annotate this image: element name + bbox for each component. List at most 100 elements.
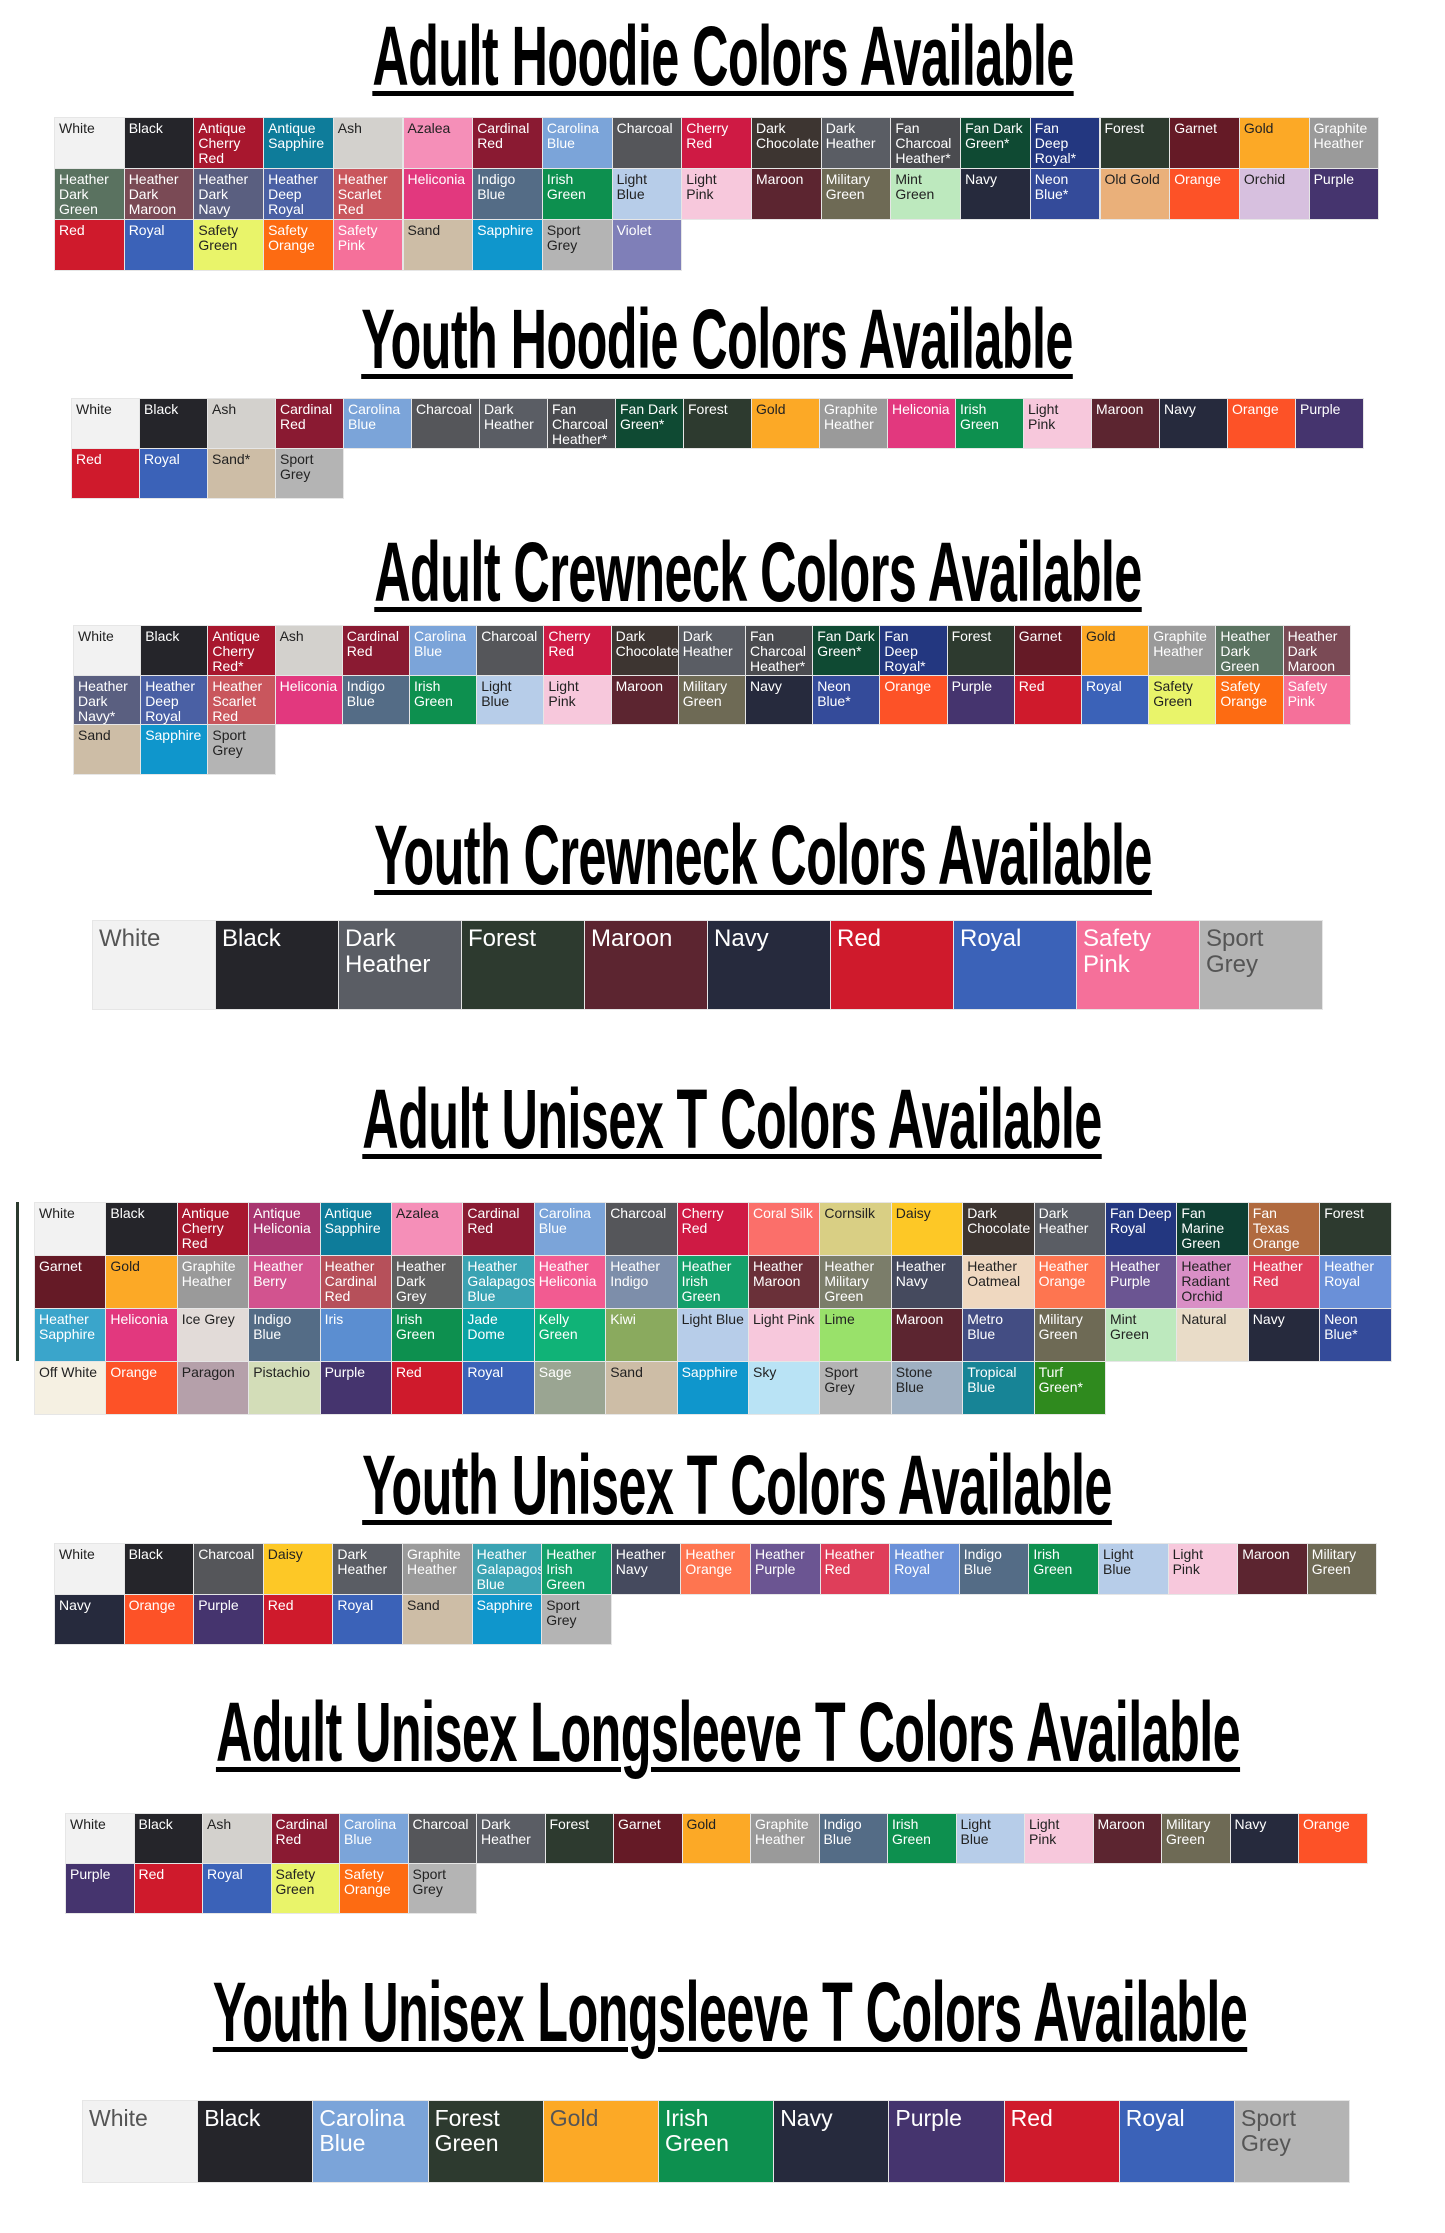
color-swatch: Navy: [1229, 1813, 1299, 1864]
color-swatch: Red: [262, 1593, 334, 1645]
color-swatch: Garnet: [613, 1813, 683, 1864]
color-swatch: Red: [71, 448, 140, 499]
color-swatch: Natural: [1176, 1308, 1249, 1362]
color-swatch: Sport Grey: [819, 1361, 892, 1415]
color-swatch: Antique Cherry Red: [193, 117, 265, 169]
color-swatch: Neon Blue*: [1319, 1308, 1392, 1362]
color-swatch: Fan Dark Green*: [812, 625, 881, 676]
color-swatch: Safety Orange: [339, 1863, 409, 1914]
color-swatch: White: [73, 625, 142, 676]
color-swatch: Heather Indigo: [605, 1255, 678, 1309]
color-swatch: Maroon: [890, 1308, 964, 1362]
color-swatch: Heather Dark Maroon: [123, 168, 195, 220]
divider: [16, 1202, 19, 1361]
color-swatch: Heather Purple: [750, 1543, 821, 1595]
color-swatch: Black: [133, 1813, 203, 1864]
color-swatch: Forest: [461, 920, 585, 1010]
color-swatch: Sport Grey: [407, 1863, 477, 1914]
color-swatch: Old Gold: [1099, 168, 1171, 220]
color-swatch: Royal: [139, 448, 208, 499]
color-swatch: Purple: [1295, 398, 1364, 449]
color-swatch: Garnet: [1169, 117, 1240, 169]
color-swatch: Heather Red: [819, 1543, 891, 1595]
color-swatch: Dark Heather: [1033, 1202, 1106, 1256]
color-swatch: Sage: [533, 1361, 607, 1415]
color-swatch: Heather Berry: [248, 1255, 321, 1309]
color-swatch: Sport Grey: [207, 724, 276, 775]
color-swatch: Sand: [402, 1593, 473, 1645]
color-swatch: Gold: [542, 2100, 659, 2183]
color-swatch: Cherry Red: [681, 117, 752, 169]
color-swatch: Forest: [1319, 1202, 1392, 1256]
color-swatch: Purple: [946, 674, 1015, 725]
color-swatch: Heather Sapphire: [34, 1308, 107, 1362]
color-swatch: Navy: [707, 920, 831, 1010]
color-swatch: Heather Purple: [1105, 1255, 1178, 1309]
color-swatch: Sand: [73, 724, 142, 775]
color-swatch: Gold: [681, 1813, 751, 1864]
color-swatch: Sport Grey: [541, 1593, 612, 1645]
color-swatch: Cardinal Red: [462, 1202, 535, 1256]
color-swatch: Royal: [1118, 2100, 1235, 2183]
color-swatch: Dark Heather: [476, 1813, 546, 1864]
color-swatch: Sapphire: [471, 1593, 543, 1645]
color-swatch: Kelly Green: [533, 1308, 607, 1362]
color-swatch: Heliconia: [887, 398, 956, 449]
color-swatch: Orange: [1227, 398, 1296, 449]
section-title: Youth Unisex T Colors Available: [362, 1438, 1112, 1532]
color-swatch: Heather Red: [1247, 1255, 1321, 1309]
color-swatch: Heather Galapagos Blue: [462, 1255, 535, 1309]
color-swatch: Heather Dark Navy*: [73, 674, 142, 725]
color-swatch: Light Blue: [476, 674, 545, 725]
color-swatch: Stone Blue: [890, 1361, 964, 1415]
color-swatch: Graphite Heather: [819, 398, 888, 449]
color-swatch: Royal: [462, 1361, 535, 1415]
color-swatch: Indigo Blue: [341, 674, 410, 725]
color-swatch: Heather Military Green: [819, 1255, 892, 1309]
color-swatch: Heather Orange: [1033, 1255, 1106, 1309]
color-swatch: Cherry Red: [543, 625, 612, 676]
color-swatch: Antique Sapphire: [319, 1202, 392, 1256]
color-swatch: Heather Dark Green: [54, 168, 125, 220]
color-swatch: Sky: [748, 1361, 821, 1415]
color-swatch: Maroon: [751, 168, 822, 220]
color-swatch: Maroon: [610, 674, 679, 725]
color-swatch: Navy: [773, 2100, 890, 2183]
color-swatch: Fan Marine Green: [1176, 1202, 1249, 1256]
color-swatch: Ash: [202, 1813, 272, 1864]
color-swatch: Heliconia: [402, 168, 474, 220]
color-swatch: Sapphire: [676, 1361, 749, 1415]
color-swatch: Maroon: [584, 920, 708, 1010]
color-swatch: Pistachio: [248, 1361, 321, 1415]
color-swatch: Light Pink: [681, 168, 752, 220]
color-swatch: White: [54, 1543, 125, 1595]
color-swatch: Heather Cardinal Red: [319, 1255, 392, 1309]
color-swatch: White: [82, 2100, 199, 2183]
color-swatch: Sapphire: [472, 219, 543, 271]
color-swatch: Ash: [207, 398, 276, 449]
color-swatch: Fan Charcoal Heather*: [547, 398, 616, 449]
color-swatch: Off White: [34, 1361, 107, 1415]
color-swatch: Dark Chocolate: [610, 625, 679, 676]
color-swatch: Purple: [1308, 168, 1380, 220]
color-swatch: Metro Blue: [962, 1308, 1035, 1362]
color-swatch: Irish Green: [409, 674, 478, 725]
color-swatch: Carolina Blue: [312, 2100, 429, 2183]
color-swatch: Black: [197, 2100, 314, 2183]
color-swatch: Dark Heather: [338, 920, 462, 1010]
color-swatch: Royal: [953, 920, 1077, 1010]
color-swatch: Black: [140, 625, 209, 676]
color-swatch: Red: [133, 1863, 203, 1914]
section-title: Youth Hoodie Colors Available: [361, 292, 1073, 386]
color-swatch: Forest Green: [427, 2100, 544, 2183]
color-swatch: Carolina Blue: [541, 117, 613, 169]
color-swatch: Safety Pink: [332, 219, 404, 271]
color-swatch: Daisy: [890, 1202, 964, 1256]
color-swatch: Carolina Blue: [343, 398, 412, 449]
color-swatch: Forest: [1099, 117, 1171, 169]
color-swatch: Azalea: [402, 117, 474, 169]
color-swatch: Safety Pink: [1076, 920, 1200, 1010]
color-swatch: Military Green: [1306, 1543, 1378, 1595]
color-swatch: Navy: [1159, 398, 1228, 449]
color-swatch: Sand*: [207, 448, 276, 499]
